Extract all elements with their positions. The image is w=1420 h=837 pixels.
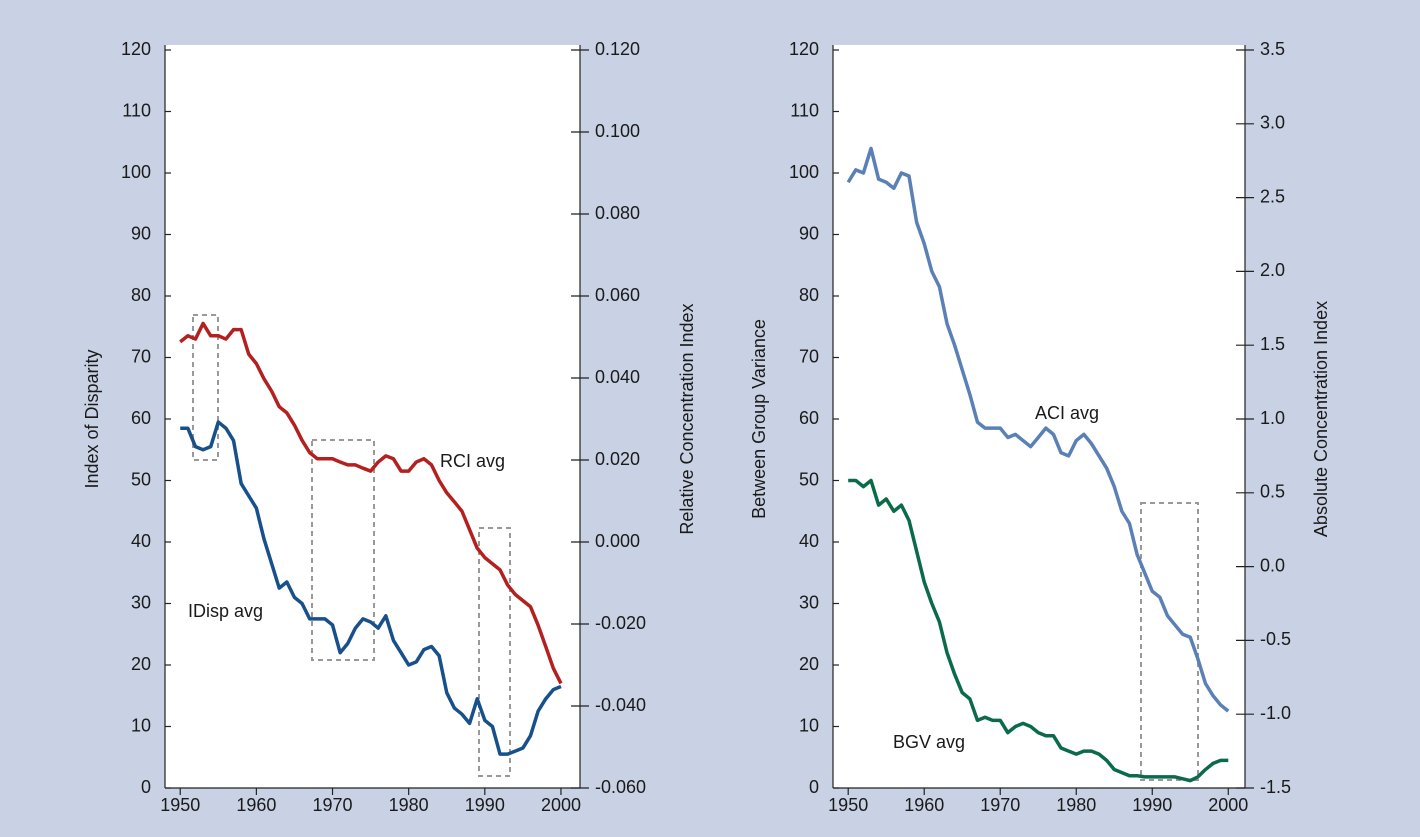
y-tick-label: 70	[131, 346, 151, 366]
y-tick-label: 40	[131, 531, 151, 551]
x-tick-label: 1960	[236, 795, 276, 815]
plot-area	[833, 45, 1245, 788]
y2-tick-label: 2.5	[1260, 186, 1285, 206]
y2-tick-label: 0.000	[595, 531, 640, 551]
y-tick-label: 30	[799, 592, 819, 612]
highlight-box	[192, 314, 219, 461]
y-tick-label: 40	[799, 531, 819, 551]
series-label: ACI avg	[1035, 403, 1099, 423]
x-tick-label: 1950	[828, 795, 868, 815]
y-tick-label: 70	[799, 346, 819, 366]
plot-area	[165, 45, 580, 788]
y2-tick-label: 1.5	[1260, 334, 1285, 354]
y-tick-label: 60	[799, 408, 819, 428]
y-tick-label: 80	[799, 285, 819, 305]
y-tick-label: 100	[789, 162, 819, 182]
series-line	[846, 146, 1230, 713]
y2-tick-label: -1.5	[1260, 777, 1291, 797]
y-tick-label: 0	[141, 777, 151, 797]
y-tick-label: 30	[131, 592, 151, 612]
x-tick-label: 1970	[312, 795, 352, 815]
x-tick-label: 2000	[541, 795, 581, 815]
y-tick-label: 110	[790, 100, 819, 120]
x-tick-label: 1960	[904, 795, 944, 815]
y-tick-label: 10	[131, 715, 151, 735]
y2-tick-label: 0.100	[595, 121, 640, 141]
series-label: BGV avg	[893, 732, 965, 752]
y-tick-label: 10	[799, 715, 819, 735]
y2-tick-label: 3.0	[1260, 113, 1285, 133]
x-tick-label: 1980	[389, 795, 429, 815]
y2-tick-label: 0.080	[595, 203, 640, 223]
y-axis-label: Index of Disparity	[82, 349, 102, 488]
y2-tick-label: 1.0	[1260, 408, 1285, 428]
y2-tick-label: 0.060	[595, 285, 640, 305]
y-tick-label: 20	[799, 654, 819, 674]
highlight-box	[478, 527, 511, 777]
y-tick-label: 90	[799, 223, 819, 243]
y-tick-label: 50	[131, 469, 151, 489]
series-line	[179, 321, 563, 685]
y2-tick-label: 0.5	[1260, 482, 1285, 502]
x-tick-label: 1990	[465, 795, 505, 815]
y2-tick-label: 0.020	[595, 449, 640, 469]
y2-tick-label: -1.0	[1260, 703, 1291, 723]
y2-tick-label: 0.120	[595, 39, 640, 59]
y2-tick-label: 0.0	[1260, 555, 1285, 575]
y-tick-label: 80	[131, 285, 151, 305]
x-tick-label: 2000	[1208, 795, 1248, 815]
y2-tick-label: -0.040	[595, 695, 646, 715]
y2-axis-label: Absolute Concentration Index	[1311, 301, 1331, 537]
series-line	[180, 420, 562, 756]
highlight-box	[311, 439, 375, 661]
y-tick-label: 110	[122, 100, 151, 120]
series-label: IDisp avg	[188, 601, 263, 621]
y2-tick-label: 3.5	[1260, 39, 1285, 59]
y-tick-label: 50	[799, 469, 819, 489]
y2-axis-label: Relative Concentration Index	[677, 303, 697, 534]
y-tick-label: 120	[789, 39, 819, 59]
y-tick-label: 100	[121, 162, 151, 182]
x-tick-label: 1990	[1132, 795, 1172, 815]
series-line	[848, 478, 1229, 783]
x-tick-label: 1950	[160, 795, 200, 815]
y-tick-label: 60	[131, 408, 151, 428]
y-tick-label: 20	[131, 654, 151, 674]
y-axis-label: Between Group Variance	[749, 319, 769, 519]
y-tick-label: 90	[131, 223, 151, 243]
y2-tick-label: -0.020	[595, 613, 646, 633]
highlight-box	[1140, 502, 1199, 781]
y2-tick-label: 0.040	[595, 367, 640, 387]
y-tick-label: 120	[121, 39, 151, 59]
y-tick-label: 0	[809, 777, 819, 797]
y2-tick-label: -0.060	[595, 777, 646, 797]
series-label: RCI avg	[440, 451, 505, 471]
y2-tick-label: -0.5	[1260, 629, 1291, 649]
x-tick-label: 1980	[1056, 795, 1096, 815]
y2-tick-label: 2.0	[1260, 260, 1285, 280]
x-tick-label: 1970	[980, 795, 1020, 815]
